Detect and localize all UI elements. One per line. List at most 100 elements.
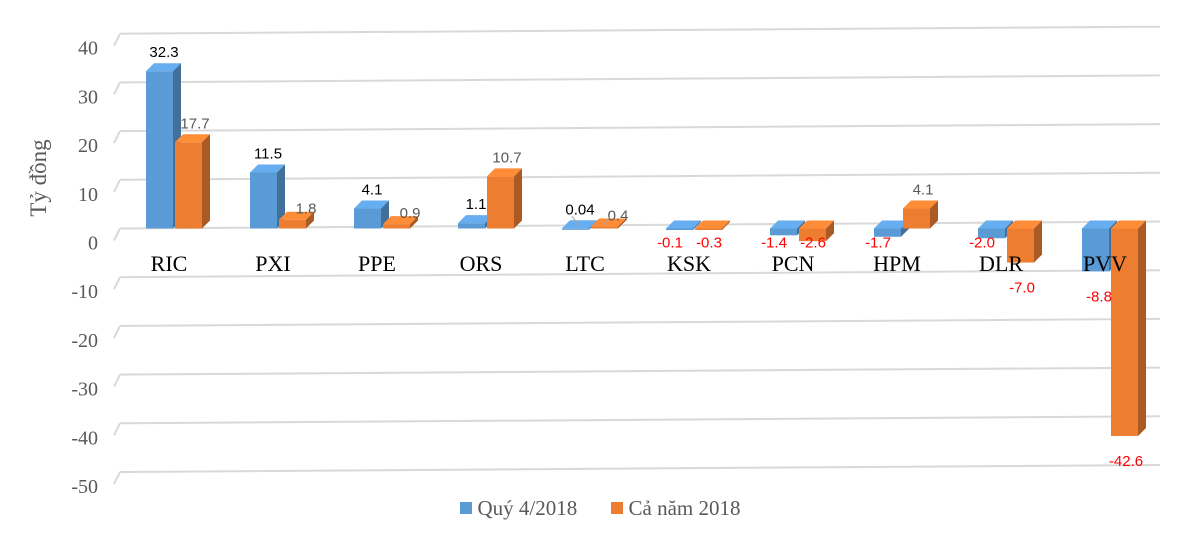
bar-q4-PXI xyxy=(250,164,285,229)
bar-top xyxy=(770,220,805,229)
category-labels: RIC PXI PPE ORS LTC KSK PCN HPM DLR PVV xyxy=(151,251,1127,276)
bar-side xyxy=(202,134,210,229)
bar-q4-KSK xyxy=(666,220,701,230)
y-tick-label: -20 xyxy=(71,330,98,352)
leader-line xyxy=(603,216,611,225)
gridline-edge xyxy=(113,130,121,144)
bar-top xyxy=(250,164,285,173)
data-labels: 32.317.711.51.84.10.91.110.70.04 0.4-0.1-… xyxy=(149,44,1143,470)
gridlines xyxy=(113,25,1161,485)
y-axis: 40 30 20 10 0 -10 -20 -30 -40 -50 xyxy=(71,38,98,495)
data-label-q4: 32.3 xyxy=(149,44,178,61)
legend-label-year: Cả năm 2018 xyxy=(628,496,741,520)
data-label-q4: -1.4 xyxy=(761,235,787,252)
bar-front xyxy=(562,228,589,230)
data-label-year: 10.7 xyxy=(492,149,521,166)
chart: 40 30 20 10 0 -10 -20 -30 -40 -50 Tỷ đồng RIC PXI P… xyxy=(26,25,1161,495)
data-label-q4: -8.8 xyxy=(1086,288,1112,305)
bar-front xyxy=(1007,228,1034,263)
data-label-year: -42.6 xyxy=(1109,453,1143,470)
bar-side xyxy=(693,220,701,230)
gridline xyxy=(119,171,1161,181)
gridline xyxy=(119,415,1161,425)
legend-swatch-year xyxy=(610,502,623,514)
data-label-q4: -0.1 xyxy=(657,235,683,252)
bar-top xyxy=(799,220,834,229)
bar-side xyxy=(722,220,730,230)
y-tick-label: -10 xyxy=(71,281,98,303)
legend-swatch-q4 xyxy=(459,502,472,514)
bar-top xyxy=(903,200,938,209)
bar-side xyxy=(306,211,314,229)
data-label-year: 0.9 xyxy=(400,205,421,222)
bar-front xyxy=(354,208,381,229)
bar-side xyxy=(277,164,285,229)
bar-top xyxy=(1111,220,1146,229)
bar-top xyxy=(978,220,1013,229)
data-label-year: 1.8 xyxy=(296,201,317,218)
category-label: HPM xyxy=(873,251,921,276)
bar-year-HPM xyxy=(903,200,938,229)
bar-top xyxy=(695,220,730,229)
y-tick-label: 10 xyxy=(78,184,98,206)
bar-top xyxy=(383,216,418,225)
bar-front xyxy=(1111,228,1138,436)
y-tick-label: -30 xyxy=(71,379,98,401)
data-label-year: 4.1 xyxy=(913,182,934,199)
legend-label-q4: Quý 4/2018 xyxy=(477,496,578,520)
category-label: PCN xyxy=(772,251,815,276)
data-label-q4: 0.04 xyxy=(565,201,594,218)
bar-front xyxy=(591,226,618,229)
gridline-edge xyxy=(113,81,121,95)
category-label: PPE xyxy=(358,251,396,276)
data-label-year: -0.3 xyxy=(696,235,722,252)
data-label-q4: 1.1 xyxy=(466,196,487,213)
bar-side xyxy=(826,220,834,242)
legend-item-year: Cả năm 2018 xyxy=(610,496,741,521)
bar-top xyxy=(1082,220,1117,229)
category-label: PVV xyxy=(1083,251,1127,276)
y-tick-label: -40 xyxy=(71,427,98,449)
bar-year-PPE xyxy=(383,216,418,229)
bar-front xyxy=(874,228,901,237)
category-label: RIC xyxy=(151,251,188,276)
bar-front xyxy=(146,71,173,229)
bar-side xyxy=(514,168,522,229)
data-label-q4: -1.7 xyxy=(865,235,891,252)
bar-year-LTC xyxy=(591,218,626,229)
gridline-edge xyxy=(113,325,121,339)
category-label: LTC xyxy=(565,251,605,276)
gridline xyxy=(119,74,1161,84)
gridline xyxy=(119,123,1161,133)
gridline xyxy=(119,464,1161,473)
legend-item-q4: Quý 4/2018 xyxy=(459,496,578,521)
bar-front xyxy=(666,228,693,230)
bar-front xyxy=(250,172,277,229)
bar-year-KSK xyxy=(695,220,730,230)
bar-side xyxy=(1138,220,1146,436)
bar-front xyxy=(903,208,930,229)
gridline xyxy=(119,366,1161,376)
bar-top xyxy=(874,220,909,229)
bar-side xyxy=(618,218,626,229)
legend: Quý 4/2018 Cả năm 2018 xyxy=(0,496,1200,521)
bar-top xyxy=(175,134,210,143)
bar-year-DLR xyxy=(1007,220,1042,263)
gridline-edge xyxy=(113,422,121,436)
y-axis-title: Tỷ đồng xyxy=(26,139,51,217)
y-tick-label: 0 xyxy=(88,233,98,255)
bar-top xyxy=(666,220,701,229)
bar-front xyxy=(458,223,485,229)
bar-side xyxy=(1034,220,1042,263)
bar-side xyxy=(930,200,938,229)
bar-year-PCN xyxy=(799,220,834,242)
gridline-edge xyxy=(113,374,121,388)
bar-top xyxy=(591,218,626,227)
gridline-edge xyxy=(113,471,121,485)
bar-front xyxy=(279,219,306,229)
data-label-q4: 11.5 xyxy=(254,145,282,162)
y-tick-label: 20 xyxy=(78,135,98,157)
bar-front xyxy=(487,176,514,229)
leader-line xyxy=(571,216,581,227)
data-label-year: -7.0 xyxy=(1009,280,1035,297)
